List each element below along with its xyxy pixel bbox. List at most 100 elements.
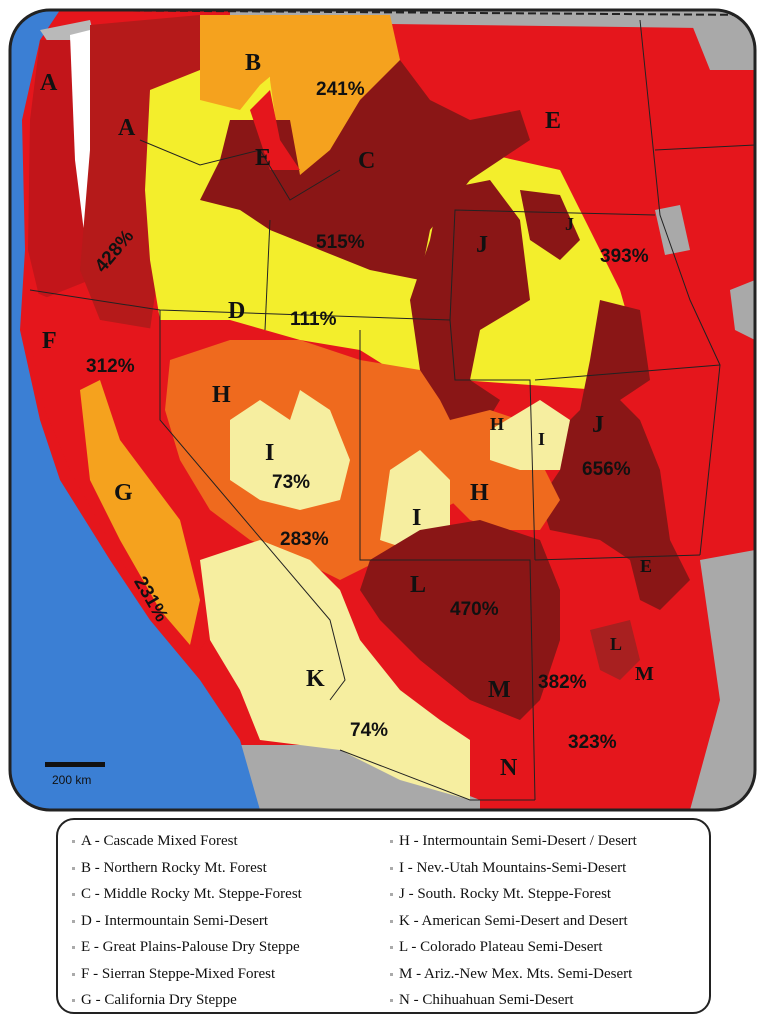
percent-m: 382%: [538, 672, 587, 693]
legend-item-label: F - Sierran Steppe-Mixed Forest: [81, 965, 276, 982]
percent-k: 74%: [350, 720, 388, 741]
legend-item: F - Sierran Steppe-Mixed Forest: [72, 961, 390, 988]
label-l: L: [410, 572, 426, 598]
legend-item: E - Great Plains-Palouse Dry Steppe: [72, 934, 390, 961]
legend-item: I - Nev.-Utah Mountains-Semi-Desert: [390, 855, 708, 882]
label-c: C: [358, 148, 375, 174]
bullet-icon: [72, 893, 75, 897]
region-h-east: [450, 410, 560, 530]
legend-item-label: A - Cascade Mixed Forest: [81, 833, 238, 849]
legend-item-label: L - Colorado Plateau Semi-Desert: [399, 939, 603, 955]
bullet-icon: [72, 866, 75, 870]
label-h: H: [490, 414, 504, 434]
label-a: A: [118, 115, 136, 141]
legend-item-label: N - Chihuahuan Semi-Desert: [399, 992, 574, 1008]
bullet-icon: [72, 999, 75, 1003]
state-borders: [29, 19, 755, 801]
label-n: N: [500, 755, 518, 781]
label-f: F: [42, 328, 57, 354]
percent-h: 283%: [280, 529, 329, 550]
label-e: E: [545, 108, 561, 134]
scale-bar-label: 200 km: [52, 773, 91, 787]
legend-item: B - Northern Rocky Mt. Forest: [72, 855, 390, 882]
label-d: D: [228, 298, 245, 324]
bullet-icon: [390, 840, 393, 844]
percent-e: 393%: [600, 246, 649, 267]
bullet-icon: [390, 866, 393, 870]
lake: [730, 280, 755, 340]
label-l: L: [610, 634, 622, 654]
percent-b: 241%: [316, 79, 365, 100]
legend-item: G - California Dry Steppe: [72, 987, 390, 1014]
percent-f: 312%: [86, 356, 135, 377]
bullet-icon: [390, 893, 393, 897]
bullet-icon: [390, 919, 393, 923]
region-labels: A A B C D E E E F G H H H I I I J J J K …: [40, 50, 654, 781]
label-m: M: [635, 663, 654, 685]
legend-item-label: E - Great Plains-Palouse Dry Steppe: [81, 939, 300, 955]
label-m: M: [488, 677, 511, 703]
scale-bar: [45, 762, 105, 767]
label-k: K: [306, 666, 325, 692]
legend-item: N - Chihuahuan Semi-Desert: [390, 987, 708, 1014]
bullet-icon: [390, 946, 393, 950]
legend-item-label: D - Intermountain Semi-Desert: [81, 912, 269, 929]
label-j: J: [592, 412, 604, 438]
percent-i: 73%: [272, 472, 310, 493]
region-j-south: [540, 300, 690, 610]
legend-item: M - Ariz.-New Mex. Mts. Semi-Desert: [390, 961, 708, 988]
label-i: I: [538, 429, 545, 449]
region-i-east: [490, 400, 570, 470]
lake: [655, 205, 690, 255]
legend-item: L - Colorado Plateau Semi-Desert: [390, 934, 708, 961]
label-j: J: [565, 214, 574, 234]
region-l-east: [590, 620, 640, 680]
legend-column-left: A - Cascade Mixed Forest B - Northern Ro…: [72, 828, 390, 1012]
region-l: [360, 520, 560, 720]
label-h: H: [212, 382, 231, 408]
percent-d: 111%: [290, 309, 337, 330]
label-j: J: [476, 232, 488, 258]
label-e: E: [640, 556, 652, 576]
legend-item-label: K - American Semi-Desert and Desert: [399, 912, 628, 929]
region-b-east: [270, 15, 400, 200]
legend-item: H - Intermountain Semi-Desert / Desert: [390, 828, 708, 855]
label-g: G: [114, 480, 133, 506]
percent-j: 656%: [582, 459, 631, 480]
legend-item-label: I - Nev.-Utah Mountains-Semi-Desert: [399, 859, 627, 876]
bullet-icon: [390, 999, 393, 1003]
label-i: I: [265, 440, 274, 466]
region-c: [200, 60, 530, 280]
bullet-icon: [390, 972, 393, 976]
region-g: [80, 380, 200, 645]
legend-item-label: C - Middle Rocky Mt. Steppe-Forest: [81, 886, 302, 902]
map-frame: [8, 8, 757, 812]
label-b: B: [245, 50, 261, 76]
ocean: [10, 10, 260, 810]
bullet-icon: [72, 840, 75, 844]
canada-area: [690, 20, 755, 70]
region-j-north: [410, 180, 530, 450]
legend-item-label: H - Intermountain Semi-Desert / Desert: [399, 833, 637, 849]
legend-item-label: M - Ariz.-New Mex. Mts. Semi-Desert: [399, 965, 633, 982]
region-j-bighorn: [520, 190, 580, 260]
region-k: [200, 540, 470, 800]
bullet-icon: [72, 972, 75, 976]
label-e: E: [255, 145, 271, 171]
legend-item: C - Middle Rocky Mt. Steppe-Forest: [72, 881, 390, 908]
percent-l: 470%: [450, 599, 499, 620]
legend-item: A - Cascade Mixed Forest: [72, 828, 390, 855]
percent-n: 323%: [568, 732, 617, 753]
label-h: H: [470, 480, 489, 506]
region-i-nevada: [230, 390, 350, 510]
legend-item: D - Intermountain Semi-Desert: [72, 908, 390, 935]
label-a: A: [40, 70, 58, 96]
percent-c: 515%: [316, 232, 365, 253]
mexico-area: [240, 745, 480, 810]
legend-item-label: J - South. Rocky Mt. Steppe-Forest: [399, 886, 612, 902]
legend: A - Cascade Mixed Forest B - Northern Ro…: [56, 818, 711, 1014]
label-i: I: [412, 505, 421, 531]
legend-item-label: G - California Dry Steppe: [81, 992, 237, 1008]
legend-item: J - South. Rocky Mt. Steppe-Forest: [390, 881, 708, 908]
region-i-utah: [380, 450, 450, 550]
